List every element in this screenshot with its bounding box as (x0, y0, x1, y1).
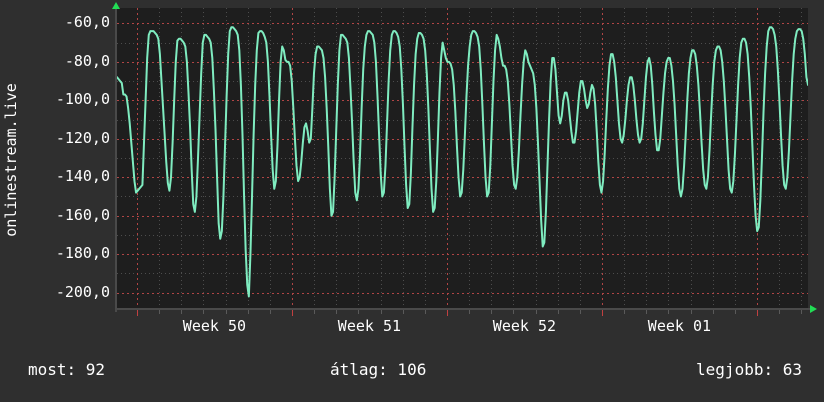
legend-current-value: most: 92 (28, 360, 106, 379)
x-axis-minor-tick (226, 310, 227, 314)
x-axis-minor-tick (270, 310, 271, 314)
y-axis-tick-label: -60,0 (64, 13, 110, 32)
x-axis-minor-tick (668, 310, 669, 314)
legend-average-value: átlag: 106 (330, 360, 427, 379)
x-axis-minor-tick (779, 310, 780, 314)
y-axis-tick-label: -100,0 (55, 90, 110, 109)
x-axis-minor-tick (314, 310, 315, 314)
x-axis-minor-tick (469, 310, 470, 314)
x-axis-minor-tick (181, 310, 182, 314)
plot-area (117, 8, 808, 308)
y-axis-title: onlinestream.live (0, 0, 22, 320)
x-axis-minor-tick (491, 310, 492, 314)
y-axis-tick-labels: -60,0 -80,0 -100,0 -120,0 -140,0 -160,0 -180,0… (22, 0, 114, 320)
y-axis-tick-label: -180,0 (55, 244, 110, 263)
legend-best-value: legjobb: 63 (696, 360, 802, 379)
x-axis-tick-marks (0, 310, 824, 316)
x-axis-minor-tick (403, 310, 404, 314)
x-axis-arrow-icon (810, 305, 817, 313)
x-axis-major-tick (292, 310, 293, 316)
x-axis-major-tick (447, 310, 448, 316)
x-axis-minor-tick (248, 310, 249, 314)
x-axis-tick-labels: Week 50 Week 51 Week 52 Week 01 (0, 316, 824, 342)
y-axis-arrow-icon (112, 2, 120, 9)
chart-legend: most: 92 átlag: 106 legjobb: 63 (0, 352, 824, 402)
y-axis-tick-label: -80,0 (64, 51, 110, 70)
y-axis-spine (115, 6, 117, 312)
x-axis-tick-label: Week 51 (337, 317, 402, 335)
x-axis-major-tick (137, 310, 138, 316)
y-axis-tick-label: -160,0 (55, 205, 110, 224)
x-axis-minor-tick (580, 310, 581, 314)
y-axis-tick-label: -120,0 (55, 128, 110, 147)
y-axis-title-text: onlinestream.live (2, 83, 20, 237)
y-axis-tick-label: -200,0 (55, 282, 110, 301)
x-axis-minor-tick (713, 310, 714, 314)
x-axis-minor-tick (159, 310, 160, 314)
x-axis-minor-tick (691, 310, 692, 314)
x-axis-minor-tick (203, 310, 204, 314)
x-axis-minor-tick (425, 310, 426, 314)
x-axis-tick-label: Week 01 (647, 317, 712, 335)
grid-lines (117, 8, 808, 308)
x-axis-major-tick (757, 310, 758, 316)
x-axis-minor-tick (624, 310, 625, 314)
x-axis-minor-tick (646, 310, 647, 314)
x-axis-minor-tick (513, 310, 514, 314)
x-axis-minor-tick (536, 310, 537, 314)
y-axis-tick-label: -140,0 (55, 167, 110, 186)
series-line-onlinestream-live (117, 8, 808, 308)
x-axis-minor-tick (558, 310, 559, 314)
x-axis-tick-label: Week 52 (492, 317, 557, 335)
x-axis-major-tick (602, 310, 603, 316)
x-axis-minor-tick (735, 310, 736, 314)
x-axis-minor-tick (801, 310, 802, 314)
x-axis-spine (115, 308, 812, 310)
x-axis-minor-tick (358, 310, 359, 314)
x-axis-minor-tick (336, 310, 337, 314)
x-axis-tick-label: Week 50 (182, 317, 247, 335)
x-axis-minor-tick (381, 310, 382, 314)
